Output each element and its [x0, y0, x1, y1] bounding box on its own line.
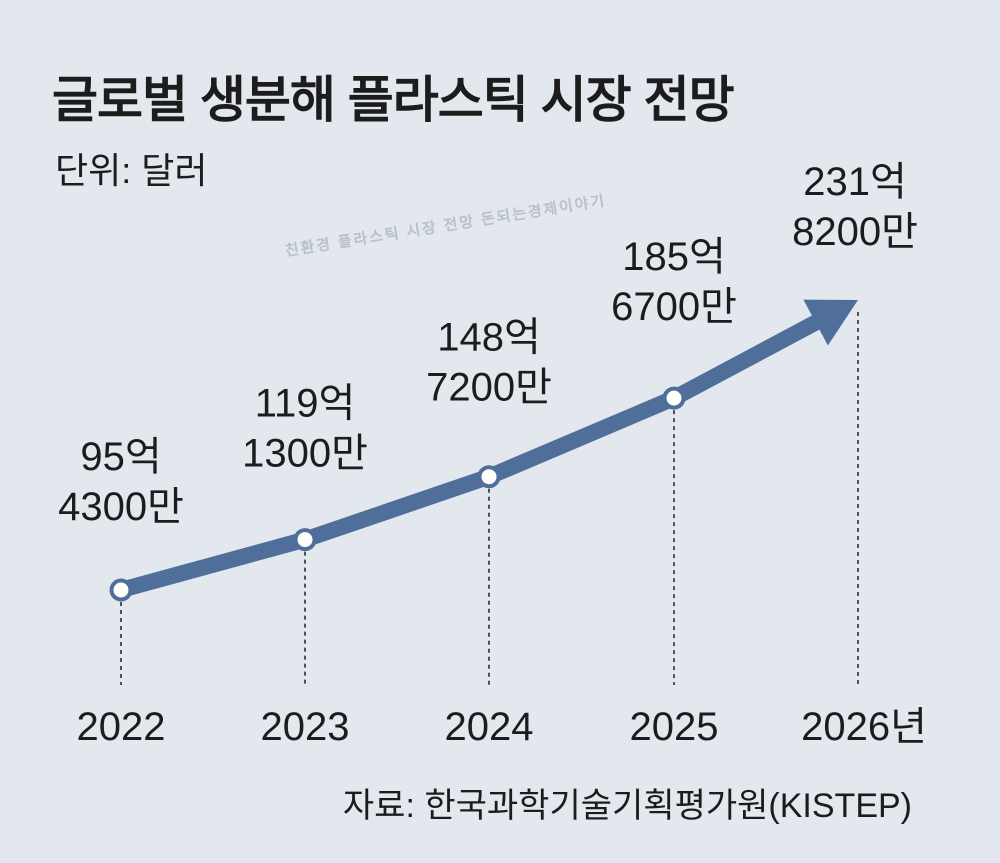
- series-line: [113, 314, 824, 598]
- value-label-2023-line1: 119억: [255, 382, 356, 426]
- drop-lines: [120, 312, 859, 685]
- x-tick-label-2023: 2023: [261, 705, 350, 749]
- value-label-2025-line2: 6700만: [611, 285, 737, 329]
- arrowhead-2026: [803, 299, 858, 346]
- data-points: [109, 386, 686, 602]
- chart-title: 글로벌 생분해 플라스틱 시장 전망: [52, 72, 735, 128]
- x-tick-labels: 2022 2023 2024 2025 2026년: [77, 705, 927, 749]
- value-label-2022-line2: 4300만: [58, 485, 184, 529]
- x-tick-label-2026: 2026년: [801, 705, 927, 749]
- data-point-2023: [293, 528, 317, 552]
- data-point-2022: [109, 578, 133, 602]
- value-label-2026-line2: 8200만: [792, 210, 918, 254]
- value-label-2026-line1: 231억: [803, 160, 907, 204]
- x-tick-label-2025: 2025: [630, 705, 719, 749]
- value-label-2025-line1: 185억: [622, 235, 726, 279]
- value-label-2022-line1: 95억: [80, 435, 161, 479]
- value-labels: 95억 4300만 119억 1300만 148억 7200만 185억 6700만 231억 8…: [58, 160, 918, 529]
- x-tick-label-2022: 2022: [77, 705, 166, 749]
- value-label-2024-line1: 148억: [437, 316, 541, 360]
- unit-label: 단위: 달러: [55, 150, 208, 191]
- x-tick-label-2024: 2024: [445, 705, 534, 749]
- source-note: 자료: 한국과학기술기획평가원(KISTEP): [342, 787, 912, 825]
- data-point-2025: [662, 386, 686, 410]
- data-point-2024: [477, 465, 501, 489]
- value-label-2024-line2: 7200만: [426, 366, 552, 410]
- value-label-2023-line2: 1300만: [242, 432, 368, 476]
